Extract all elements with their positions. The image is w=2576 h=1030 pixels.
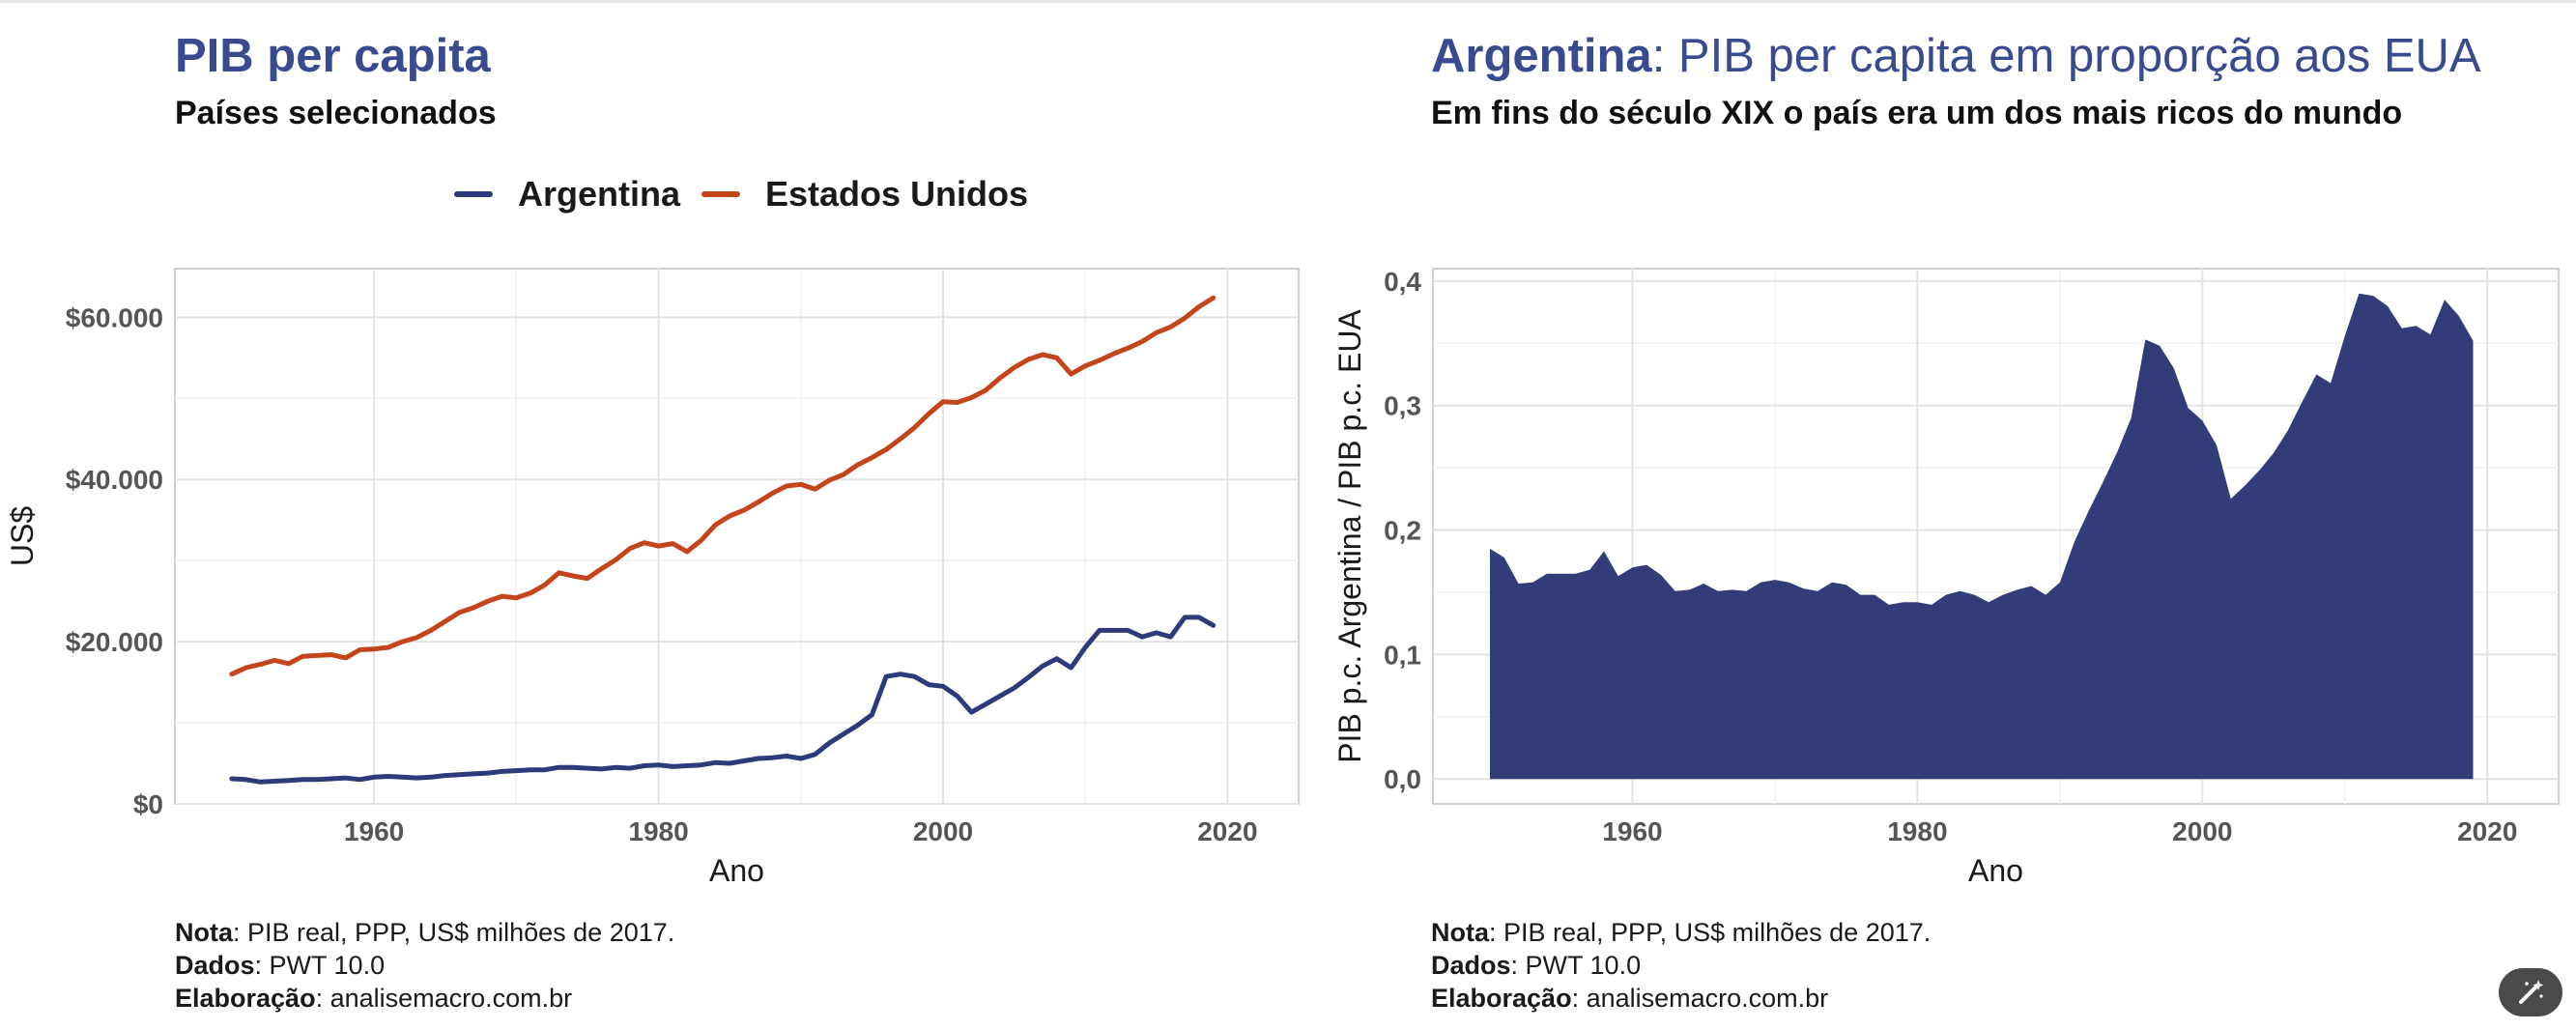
left-note-label: Nota <box>175 918 233 947</box>
legend-key-estados-unidos <box>701 191 741 197</box>
right-source-label: Dados <box>1431 951 1511 980</box>
left-plot-panel <box>174 268 1300 805</box>
right-note-text: : PIB real, PPP, US$ milhões de 2017. <box>1489 918 1932 947</box>
ratio-area <box>1490 293 2474 780</box>
right-source-text: : PWT 10.0 <box>1510 951 1642 980</box>
right-chart-title-bold: Argentina <box>1431 30 1652 82</box>
y-tick-label: $20.000 <box>66 627 163 657</box>
left-chart-title: PIB per capita <box>175 30 491 82</box>
left-chart-subtitle: Países selecionados <box>175 95 497 131</box>
legend-label-argentina: Argentina <box>518 174 681 214</box>
right-y-tick-labels: 0,0 0,1 0,2 0,3 0,4 <box>1384 267 1421 794</box>
left-chart-notes: Nota: PIB real, PPP, US$ milhões de 2017… <box>175 916 674 1015</box>
x-tick-label: 1960 <box>344 816 404 846</box>
legend-item-argentina: Argentina <box>454 174 680 215</box>
left-note-line: Nota: PIB real, PPP, US$ milhões de 2017… <box>175 916 674 949</box>
left-credit-line: Elaboração: analisemacro.com.br <box>175 982 674 1015</box>
y-tick-label: 0,1 <box>1384 640 1421 670</box>
left-note-text: : PIB real, PPP, US$ milhões de 2017. <box>233 918 675 947</box>
legend-label-estados-unidos: Estados Unidos <box>765 174 1029 214</box>
x-tick-label: 2020 <box>2457 816 2517 846</box>
left-x-tick-labels: 1960 1980 2000 2020 <box>344 816 1258 846</box>
right-chart-title: Argentina: PIB per capita em proporção a… <box>1431 29 2481 83</box>
x-tick-label: 1980 <box>628 816 688 846</box>
x-tick-label: 1980 <box>1887 816 1947 846</box>
magic-edit-button[interactable] <box>2499 968 2562 1016</box>
y-tick-label: $0 <box>133 789 163 819</box>
y-tick-label: $40.000 <box>66 465 163 495</box>
right-chart-title-rest: : PIB per capita em proporção aos EUA <box>1651 30 2481 82</box>
y-tick-label: 0,2 <box>1384 516 1421 546</box>
x-tick-label: 1960 <box>1602 816 1662 846</box>
right-note-label: Nota <box>1431 918 1489 947</box>
right-source-line: Dados: PWT 10.0 <box>1431 949 1931 982</box>
top-border <box>0 0 2576 3</box>
series-line-argentina <box>229 615 1216 785</box>
y-tick-label: 0,4 <box>1384 267 1421 297</box>
x-tick-label: 2020 <box>1197 816 1257 846</box>
x-tick-label: 2000 <box>2172 816 2232 846</box>
left-source-text: : PWT 10.0 <box>254 951 386 980</box>
right-x-tick-labels: 1960 1980 2000 2020 <box>1602 816 2517 846</box>
y-tick-label: 0,3 <box>1384 391 1421 421</box>
right-chart-notes: Nota: PIB real, PPP, US$ milhões de 2017… <box>1431 916 1931 1015</box>
left-source-label: Dados <box>175 951 255 980</box>
left-source-line: Dados: PWT 10.0 <box>175 949 674 982</box>
left-chart: $0 $20.000 $40.000 $60.000 1960 1980 2000 2020… <box>5 268 1300 888</box>
right-credit-label: Elaboração <box>1431 984 1572 1013</box>
series-line-estados-unidos <box>229 295 1216 677</box>
left-series-group <box>229 295 1216 785</box>
y-tick-label: 0,0 <box>1384 764 1421 794</box>
x-tick-label: 2000 <box>913 816 973 846</box>
magic-wand-icon <box>2519 980 2544 1004</box>
right-credit-text: : analisemacro.com.br <box>1571 984 1829 1013</box>
right-note-line: Nota: PIB real, PPP, US$ milhões de 2017… <box>1431 916 1931 949</box>
y-tick-label: $60.000 <box>66 302 163 332</box>
legend-key-argentina <box>454 191 493 197</box>
right-credit-line: Elaboração: analisemacro.com.br <box>1431 982 1931 1015</box>
right-y-axis-label: PIB p.c. Argentina / PIB p.c. EUA <box>1332 309 1367 763</box>
left-grid <box>175 269 1299 805</box>
left-chart-legend: Argentina Estados Unidos <box>454 170 1049 218</box>
left-x-axis-label: Ano <box>709 853 764 888</box>
left-y-axis-label: US$ <box>5 506 40 566</box>
left-credit-label: Elaboração <box>175 984 316 1013</box>
right-chart: 0,0 0,1 0,2 0,3 0,4 1960 1980 2000 2020 Ano PIB… <box>1332 267 2560 888</box>
right-series-group <box>1490 293 2474 780</box>
legend-item-estados-unidos: Estados Unidos <box>701 174 1028 215</box>
right-x-axis-label: Ano <box>1968 853 2023 888</box>
left-credit-text: : analisemacro.com.br <box>315 984 573 1013</box>
left-y-tick-labels: $0 $20.000 $40.000 $60.000 <box>66 302 163 819</box>
right-chart-subtitle: Em fins do século XIX o país era um dos … <box>1431 95 2403 131</box>
